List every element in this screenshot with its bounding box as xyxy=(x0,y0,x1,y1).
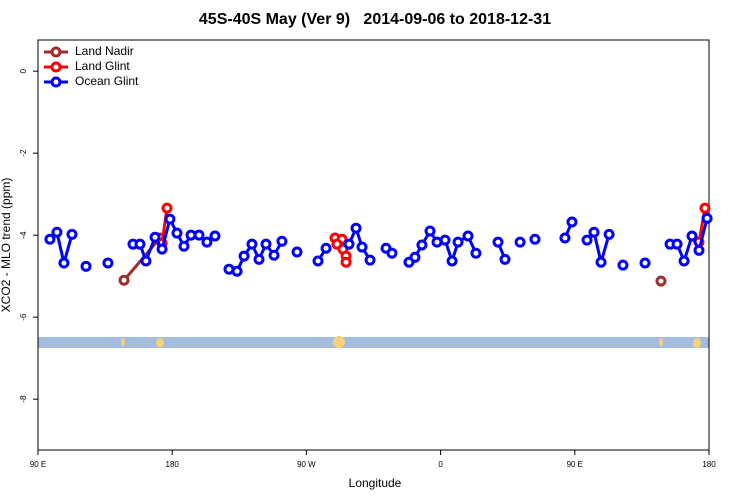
data-point xyxy=(44,233,56,245)
land-patch xyxy=(156,338,164,348)
data-point xyxy=(529,233,541,245)
data-point xyxy=(581,234,593,246)
data-point xyxy=(140,255,152,267)
data-point xyxy=(699,202,711,214)
data-point xyxy=(409,251,421,263)
data-point xyxy=(178,240,190,252)
data-point xyxy=(603,228,615,240)
data-point xyxy=(424,225,436,237)
data-point xyxy=(386,247,398,259)
data-point xyxy=(80,260,92,272)
legend-label: Ocean Glint xyxy=(75,74,139,88)
y-tick-label: -6 xyxy=(19,313,28,321)
legend-swatch-point xyxy=(50,46,62,58)
data-point xyxy=(58,257,70,269)
data-point xyxy=(356,241,368,253)
data-point xyxy=(364,254,376,266)
land-patch xyxy=(333,336,345,348)
data-point xyxy=(588,226,600,238)
x-tick-label: 0 xyxy=(438,460,443,469)
data-point xyxy=(268,249,280,261)
data-point xyxy=(452,236,464,248)
data-point xyxy=(671,238,683,250)
data-point xyxy=(51,226,63,238)
data-point xyxy=(102,257,114,269)
data-point xyxy=(343,238,355,250)
data-point xyxy=(260,238,272,250)
data-point xyxy=(161,202,173,214)
data-point xyxy=(164,213,176,225)
y-tick-label: -8 xyxy=(19,395,28,403)
x-tick-label: 90 W xyxy=(297,460,316,469)
data-point xyxy=(231,265,243,277)
data-point xyxy=(201,236,213,248)
data-point xyxy=(678,255,690,267)
data-point xyxy=(701,212,713,224)
chart-title: 45S-40S May (Ver 9) 2014-09-06 to 2018-1… xyxy=(199,11,551,28)
data-point xyxy=(118,274,130,286)
x-tick-label: 90 E xyxy=(30,460,46,469)
data-point xyxy=(193,229,205,241)
x-tick-label: 90 E xyxy=(567,460,583,469)
data-point xyxy=(291,246,303,258)
y-tick-label: -4 xyxy=(19,231,28,239)
legend-label: Land Glint xyxy=(75,59,130,73)
data-point xyxy=(655,275,667,287)
land-ocean-strip xyxy=(38,336,709,348)
data-point xyxy=(416,239,428,251)
data-point xyxy=(276,235,288,247)
data-point xyxy=(559,232,571,244)
data-point xyxy=(462,230,474,242)
data-point xyxy=(246,238,258,250)
data-point xyxy=(156,243,168,255)
y-tick-label: 0 xyxy=(19,68,28,73)
legend-swatch-point xyxy=(50,76,62,88)
x-axis-label: Longitude xyxy=(349,476,402,490)
data-point xyxy=(617,259,629,271)
data-point xyxy=(566,216,578,228)
legend-swatch-point xyxy=(50,61,62,73)
data-point xyxy=(312,255,324,267)
data-point xyxy=(492,236,504,248)
data-point xyxy=(320,242,332,254)
data-point xyxy=(350,222,362,234)
data-point xyxy=(470,247,482,259)
x-tick-label: 180 xyxy=(166,460,180,469)
data-point xyxy=(209,230,221,242)
data-point xyxy=(693,244,705,256)
data-point xyxy=(499,253,511,265)
land-patch xyxy=(693,338,701,348)
data-point xyxy=(238,250,250,262)
data-point xyxy=(253,253,265,265)
legend-label: Land Nadir xyxy=(75,44,134,58)
y-tick-label: -2 xyxy=(19,149,28,157)
land-patch xyxy=(121,338,125,346)
data-point xyxy=(171,227,183,239)
data-point xyxy=(66,228,78,240)
data-point xyxy=(446,255,458,267)
data-point xyxy=(595,256,607,268)
data-point xyxy=(149,231,161,243)
data-point xyxy=(639,257,651,269)
data-point xyxy=(686,230,698,242)
data-point xyxy=(439,234,451,246)
data-point xyxy=(134,238,146,250)
x-tick-label: 180 xyxy=(702,460,716,469)
data-point xyxy=(340,256,352,268)
land-patch xyxy=(659,338,663,346)
data-point xyxy=(514,236,526,248)
plot-frame xyxy=(37,39,710,451)
y-axis-label: XCO2 - MLO trend (ppm) xyxy=(0,178,13,313)
ocean-strip xyxy=(38,337,709,348)
